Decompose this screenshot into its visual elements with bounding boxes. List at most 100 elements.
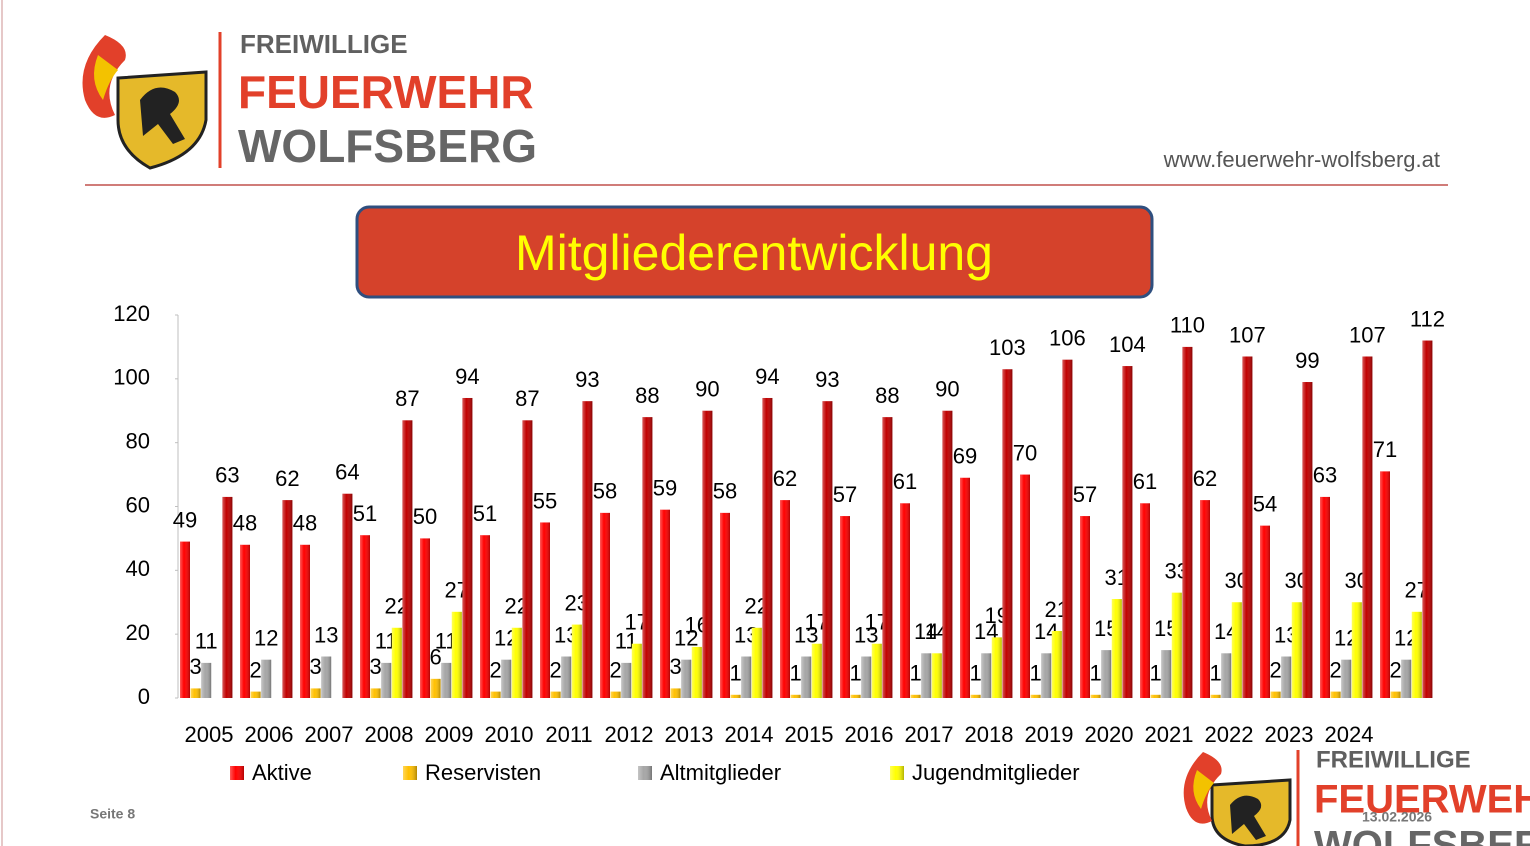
bar-shade xyxy=(1411,611,1422,698)
x-tick-label: 2010 xyxy=(485,722,534,747)
bar-shade xyxy=(370,688,381,698)
data-label: 12 xyxy=(254,626,278,651)
bar-shade xyxy=(910,694,921,698)
data-label: 106 xyxy=(1049,325,1086,350)
bar-shade xyxy=(1260,525,1270,698)
legend-marker-shade xyxy=(230,766,244,780)
x-tick-label: 2011 xyxy=(545,722,592,747)
y-tick-label: 0 xyxy=(138,684,150,709)
data-label: 58 xyxy=(593,479,617,504)
x-tick-label: 2015 xyxy=(785,722,834,747)
bar-shade xyxy=(1320,496,1330,698)
data-label: 2 xyxy=(549,657,561,682)
bar-shade xyxy=(1210,694,1221,698)
bar-shade xyxy=(240,544,250,698)
url: www.feuerwehr-wolfsberg.at xyxy=(1163,147,1440,172)
logo-text: FREIWILLIGE xyxy=(1316,746,1471,773)
data-label: 104 xyxy=(1109,332,1146,357)
bar-shade xyxy=(1101,650,1112,698)
bar-shade xyxy=(681,659,692,698)
bar-shade xyxy=(550,691,561,698)
data-label: 71 xyxy=(1373,437,1397,462)
data-label: 103 xyxy=(989,335,1026,360)
data-label: 1 xyxy=(969,661,981,686)
bar-shade xyxy=(720,512,730,698)
data-label: 1 xyxy=(1149,661,1161,686)
data-label: 2 xyxy=(489,657,501,682)
bar-shade xyxy=(360,535,370,698)
data-label: 110 xyxy=(1170,313,1205,338)
x-tick-label: 2023 xyxy=(1265,722,1314,747)
y-tick-label: 20 xyxy=(126,620,150,645)
data-label: 51 xyxy=(353,501,377,526)
bar-shade xyxy=(1200,500,1210,698)
x-tick-label: 2012 xyxy=(605,722,654,747)
bar-shade xyxy=(261,659,272,698)
data-label: 13 xyxy=(794,622,818,647)
legend-label: Reservisten xyxy=(425,760,541,785)
bar-shade xyxy=(751,627,762,698)
data-label: 2 xyxy=(1269,657,1281,682)
data-label: 63 xyxy=(1313,463,1337,488)
bar-shade xyxy=(391,627,402,698)
data-label: 57 xyxy=(1073,482,1097,507)
data-label: 88 xyxy=(875,383,899,408)
data-label: 48 xyxy=(293,511,317,536)
legend-marker-shade xyxy=(890,766,904,780)
bar-shade xyxy=(540,522,550,698)
bar-shade xyxy=(1030,694,1041,698)
logo-text: WOLFSBERG xyxy=(238,120,537,172)
bar-shade xyxy=(600,512,610,698)
data-label: 112 xyxy=(1410,306,1445,331)
bar-shade xyxy=(321,656,332,698)
data-label: 69 xyxy=(953,444,977,469)
data-label: 1 xyxy=(789,661,801,686)
bar-shade xyxy=(571,624,582,698)
y-tick-label: 80 xyxy=(126,428,150,453)
bar-shade xyxy=(691,646,702,698)
data-label: 87 xyxy=(515,386,539,411)
bar-shade xyxy=(1231,602,1242,698)
bar-shade xyxy=(741,656,752,698)
bar-shade xyxy=(561,656,572,698)
bar-shade xyxy=(180,541,190,698)
logo-text: FEUERWEHR xyxy=(1314,778,1530,822)
data-label: 99 xyxy=(1295,348,1319,373)
bar-shade xyxy=(1161,650,1172,698)
x-tick-label: 2018 xyxy=(965,722,1014,747)
bar-shade xyxy=(300,544,310,698)
bar-shade xyxy=(730,694,741,698)
y-tick-label: 60 xyxy=(126,492,150,517)
data-label: 48 xyxy=(233,511,257,536)
bar-shade xyxy=(642,417,653,698)
x-tick-label: 2009 xyxy=(425,722,474,747)
bar-shade xyxy=(610,691,621,698)
data-label: 3 xyxy=(669,654,681,679)
data-label: 58 xyxy=(713,479,737,504)
data-label: 11 xyxy=(195,629,218,654)
data-label: 62 xyxy=(275,466,299,491)
bar-shade xyxy=(670,688,681,698)
data-label: 50 xyxy=(413,504,437,529)
bar-shade xyxy=(970,694,981,698)
title-box xyxy=(355,205,1154,299)
bar-shade xyxy=(1422,340,1433,698)
data-label: 14 xyxy=(914,619,938,644)
bar-shade xyxy=(1171,592,1182,698)
bar-shade xyxy=(1221,653,1232,698)
data-label: 87 xyxy=(395,386,419,411)
bar-shade xyxy=(882,417,893,698)
bar-shade xyxy=(1090,694,1101,698)
bar-shade xyxy=(430,678,441,698)
data-label: 88 xyxy=(635,383,659,408)
bar-shade xyxy=(1150,694,1161,698)
page-number: Seite 8 xyxy=(90,806,135,822)
logo xyxy=(82,35,208,170)
bar-shade xyxy=(1041,653,1052,698)
chart-title: Mitgliederentwicklung xyxy=(515,225,993,281)
bar-shade xyxy=(402,420,413,698)
bar-shade xyxy=(801,656,812,698)
bar-shade xyxy=(1020,474,1030,698)
x-tick-label: 2013 xyxy=(665,722,714,747)
bar-shade xyxy=(582,401,593,698)
